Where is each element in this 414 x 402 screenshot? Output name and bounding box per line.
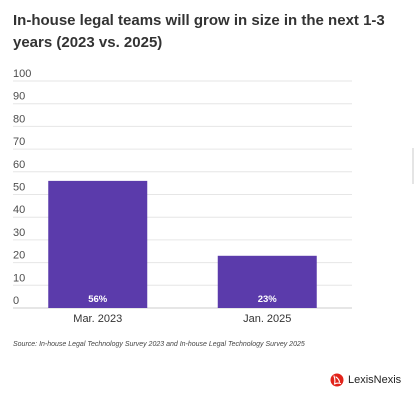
brand-name: LexisNexis xyxy=(348,374,402,386)
brand-logo: LexisNexis xyxy=(330,373,401,387)
y-tick-label: 30 xyxy=(13,227,25,239)
y-tick-label: 0 xyxy=(13,295,19,307)
y-tick-label: 70 xyxy=(13,136,25,148)
x-category-label: Mar. 2023 xyxy=(73,313,122,325)
data-labels: 56% 23% xyxy=(88,294,277,305)
bar-data-label: 23% xyxy=(258,294,278,305)
bar-data-label: 56% xyxy=(88,294,108,305)
y-tick-label: 50 xyxy=(13,182,25,194)
y-tick-label: 80 xyxy=(13,113,25,125)
y-tick-label: 60 xyxy=(13,159,25,171)
source-note: Source: In-house Legal Technology Survey… xyxy=(13,341,305,348)
bars xyxy=(48,180,317,308)
y-tick-label: 10 xyxy=(13,272,25,284)
x-category-label: Jan. 2025 xyxy=(243,313,291,325)
bar xyxy=(48,180,148,308)
y-tick-label: 90 xyxy=(13,91,25,103)
y-tick-label: 100 xyxy=(13,68,31,80)
scrollbar[interactable] xyxy=(412,148,414,184)
chart-title: In-house legal teams will grow in size i… xyxy=(13,12,385,51)
lexisnexis-logo-icon xyxy=(330,373,344,387)
bar xyxy=(217,255,317,308)
y-axis-ticks: 0 10 20 30 40 50 60 70 80 90 100 xyxy=(13,68,31,307)
x-axis-categories: Mar. 2023 Jan. 2025 xyxy=(73,313,291,325)
y-tick-label: 40 xyxy=(13,204,25,216)
y-tick-label: 20 xyxy=(13,250,25,262)
